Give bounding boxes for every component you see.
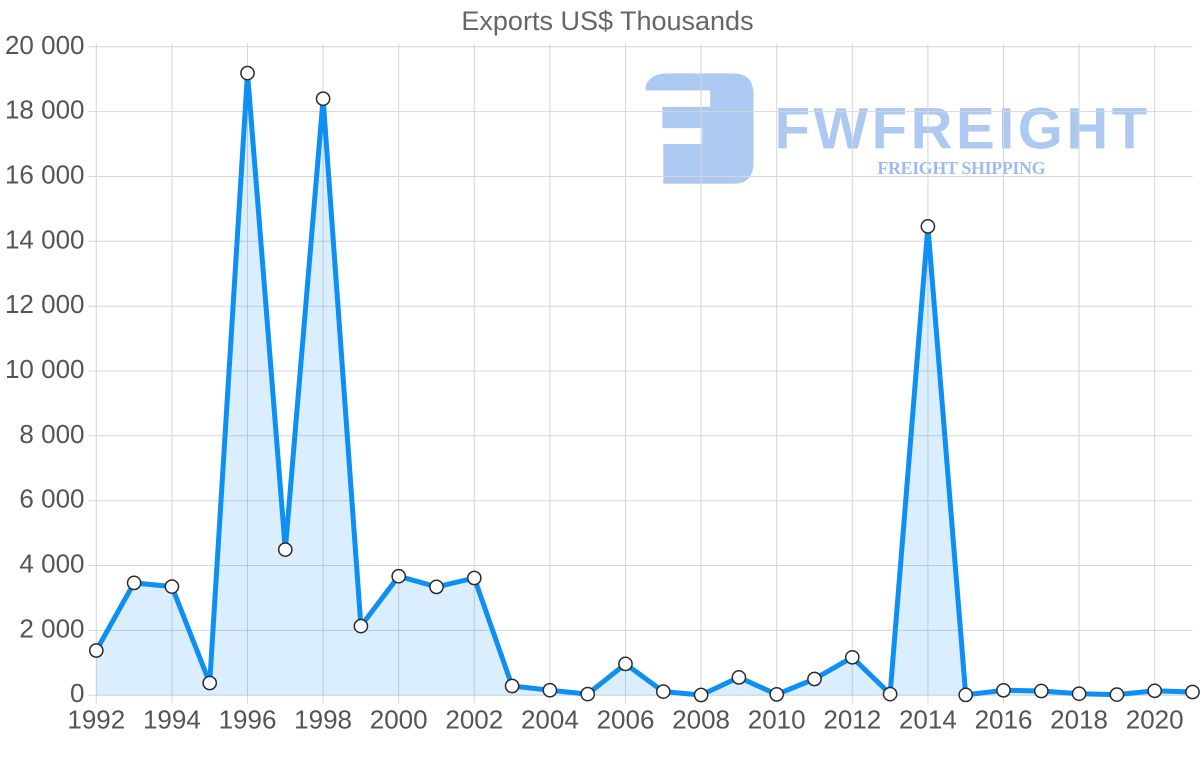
svg-text:8 000: 8 000	[19, 419, 84, 449]
svg-text:2010: 2010	[748, 705, 806, 735]
svg-text:2016: 2016	[975, 705, 1033, 735]
svg-text:2006: 2006	[597, 705, 655, 735]
svg-text:2018: 2018	[1050, 705, 1108, 735]
svg-text:1994: 1994	[143, 705, 201, 735]
svg-text:FWFREIGHT: FWFREIGHT	[775, 96, 1151, 161]
svg-text:2014: 2014	[899, 705, 957, 735]
svg-text:16 000: 16 000	[5, 160, 85, 190]
svg-text:2000: 2000	[370, 705, 428, 735]
svg-text:12 000: 12 000	[5, 289, 85, 319]
svg-text:1996: 1996	[219, 705, 277, 735]
svg-text:14 000: 14 000	[5, 224, 85, 254]
svg-text:20 000: 20 000	[5, 30, 85, 60]
svg-text:0: 0	[70, 678, 84, 708]
svg-text:2004: 2004	[521, 705, 579, 735]
svg-text:FREIGHT SHIPPING: FREIGHT SHIPPING	[877, 158, 1045, 178]
svg-text:10 000: 10 000	[5, 354, 85, 384]
svg-text:2 000: 2 000	[19, 613, 84, 643]
svg-text:1992: 1992	[67, 705, 125, 735]
svg-text:2020: 2020	[1126, 705, 1184, 735]
svg-text:1998: 1998	[294, 705, 352, 735]
svg-text:18 000: 18 000	[5, 95, 85, 125]
svg-text:2012: 2012	[823, 705, 881, 735]
svg-text:4 000: 4 000	[19, 549, 84, 579]
svg-text:6 000: 6 000	[19, 484, 84, 514]
svg-text:2002: 2002	[445, 705, 503, 735]
svg-text:Exports US$ Thousands: Exports US$ Thousands	[461, 6, 753, 36]
svg-text:2008: 2008	[672, 705, 730, 735]
